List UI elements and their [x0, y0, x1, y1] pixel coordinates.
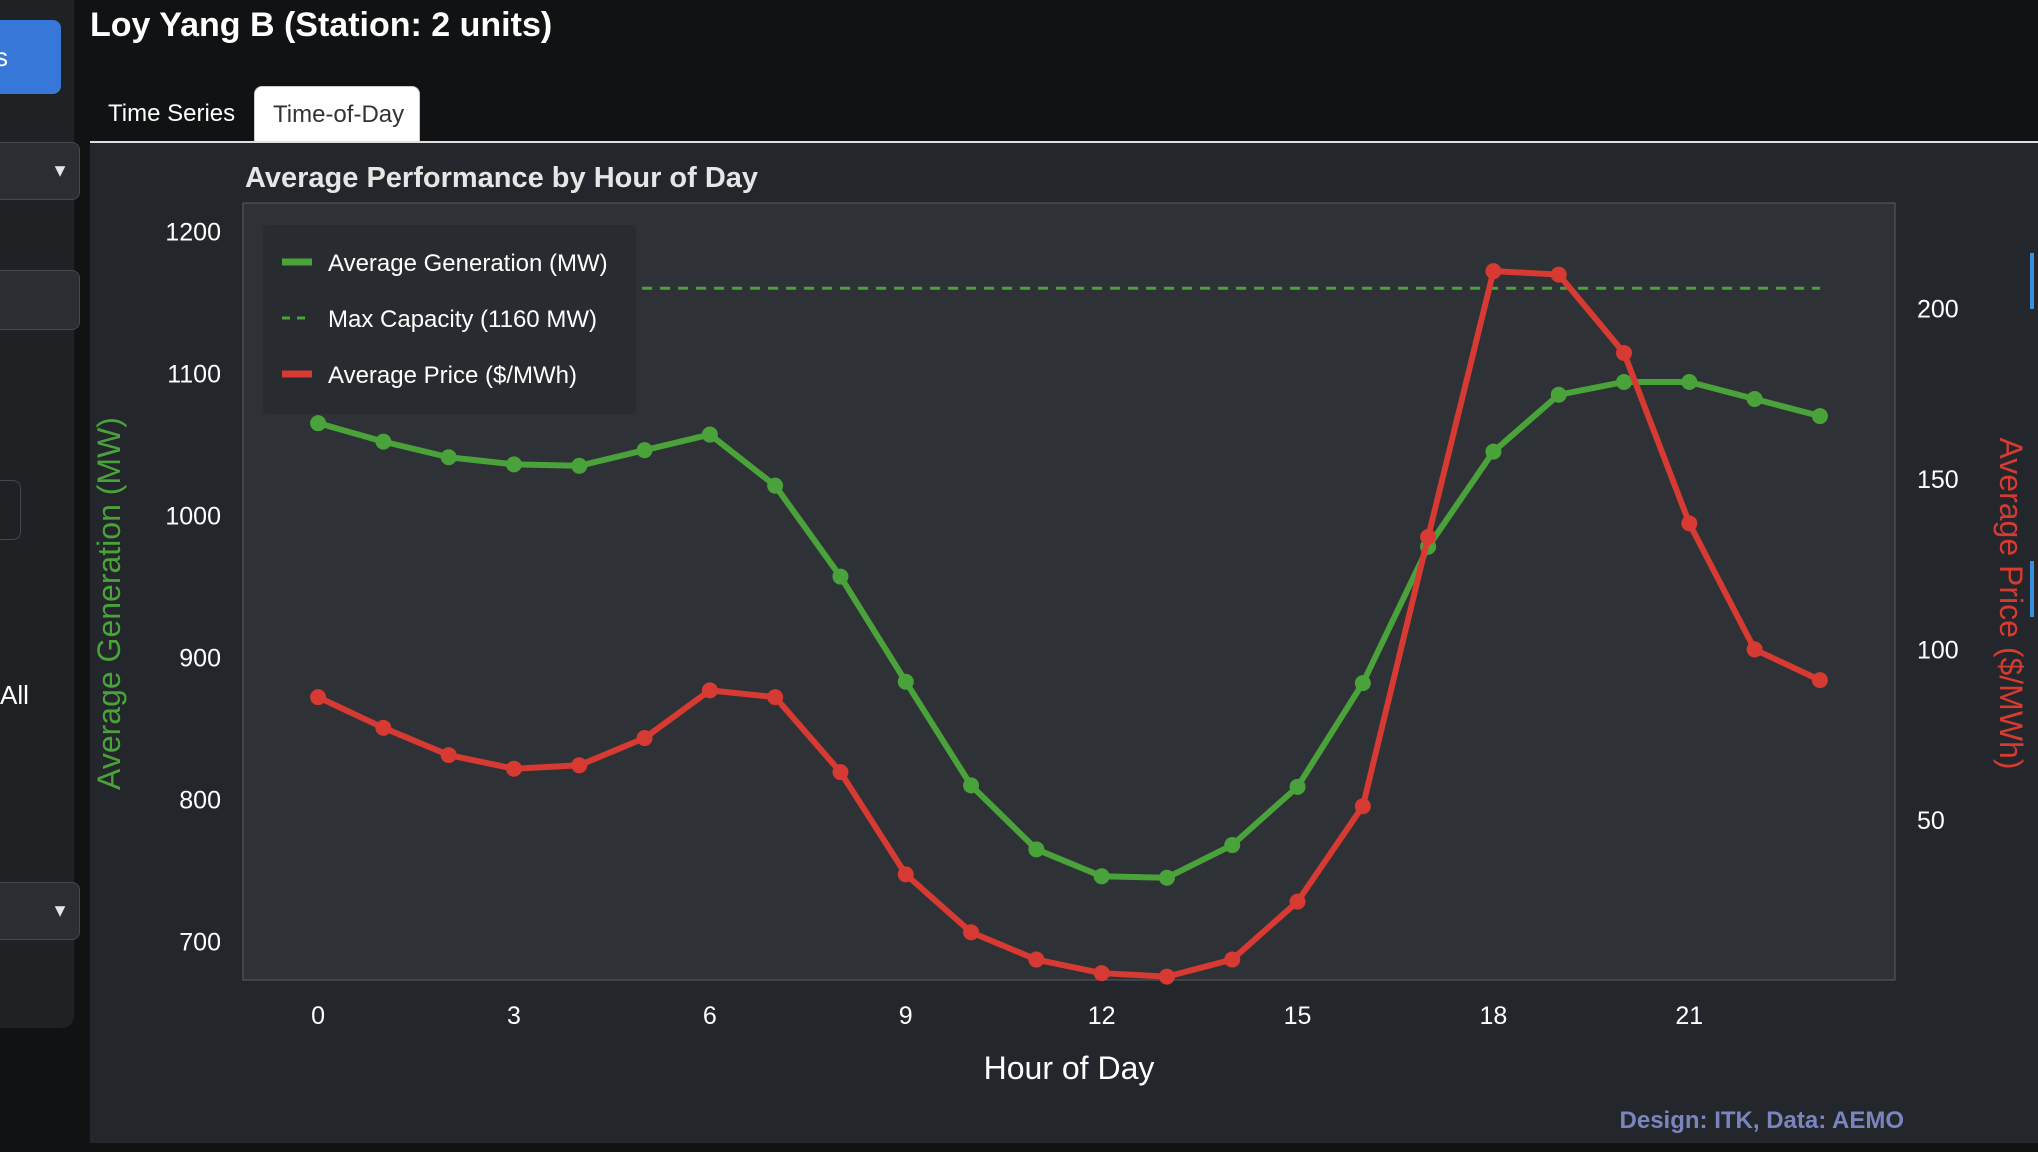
chevron-down-icon: ▼	[51, 160, 69, 181]
generation-series-point	[701, 426, 718, 443]
generation-series-point	[1550, 386, 1567, 403]
generation-series-point	[636, 442, 653, 459]
x-axis-label: Hour of Day	[984, 1050, 1155, 1086]
generation-series-point	[1224, 837, 1241, 854]
generation-series-point	[767, 477, 784, 494]
generation-series-point	[1746, 391, 1763, 408]
price-series-point	[1420, 528, 1437, 545]
x-tick-label: 0	[311, 1002, 325, 1030]
price-series-point	[571, 757, 588, 774]
x-tick-label: 3	[507, 1002, 521, 1030]
price-series-point	[1485, 263, 1502, 280]
sidebar-select-1[interactable]: ▼	[0, 142, 80, 200]
generation-series-point	[1289, 778, 1306, 795]
generation-series-point	[963, 777, 980, 794]
price-series-point	[1158, 968, 1175, 985]
x-tick-label: 15	[1284, 1002, 1312, 1030]
generation-series-point	[1616, 373, 1633, 390]
generation-series-point	[1354, 675, 1371, 692]
generation-series-point	[1093, 868, 1110, 885]
y-right-tick-label: 200	[1917, 296, 1959, 324]
y-left-tick-label: 1000	[165, 503, 221, 531]
generation-series-point	[440, 449, 457, 466]
tab-time-series[interactable]: Time Series	[108, 100, 236, 127]
generation-series-point	[1485, 443, 1502, 460]
x-tick-label: 18	[1480, 1002, 1508, 1030]
chart-legend: Average Generation (MW) Max Capacity (116…	[263, 225, 636, 414]
price-series-point	[1289, 893, 1306, 910]
footer-credit: Design: ITK, Data: AEMO	[1620, 1107, 1904, 1134]
generation-series-point	[1681, 373, 1698, 390]
price-series-point	[505, 760, 522, 777]
price-series-point	[1354, 798, 1371, 815]
y-right-tick-label: 150	[1917, 466, 1959, 494]
sidebar-primary-button[interactable]: s	[0, 20, 61, 94]
price-series-point	[963, 924, 980, 941]
price-series-point	[1811, 672, 1828, 689]
price-series-point	[440, 747, 457, 764]
page-title: Loy Yang B (Station: 2 units)	[90, 6, 553, 44]
y-right-tick-label: 100	[1917, 636, 1959, 664]
price-series-point	[701, 682, 718, 699]
chart-panel: Average Performance by Hour of Day 700 800…	[90, 143, 2038, 1143]
sidebar-input[interactable]	[0, 270, 80, 330]
generation-series-point	[310, 415, 327, 432]
price-series-point	[310, 689, 327, 706]
generation-series-point	[1158, 869, 1175, 886]
price-series-point	[832, 764, 849, 781]
chevron-down-icon: ▼	[51, 900, 69, 921]
price-series-point	[1224, 951, 1241, 968]
y-left-tick-label: 1200	[165, 218, 221, 246]
generation-series-point	[1028, 841, 1045, 858]
legend-label: Max Capacity (1160 MW)	[328, 306, 597, 333]
y-left-tick-label: 1100	[167, 360, 221, 388]
price-series-point	[1746, 641, 1763, 658]
legend-label: Average Generation (MW)	[328, 250, 608, 277]
price-series-point	[375, 719, 392, 736]
price-series-point	[1616, 344, 1633, 361]
tab-time-of-day[interactable]: Time-of-Day	[254, 86, 420, 142]
price-series-line	[315, 268, 1823, 980]
price-series-point	[1093, 965, 1110, 982]
generation-series-point	[897, 673, 914, 690]
x-tick-label: 9	[899, 1002, 913, 1030]
chart-title: Average Performance by Hour of Day	[245, 162, 758, 194]
sidebar-option-text[interactable]: All	[0, 680, 29, 710]
scroll-marker	[2030, 253, 2034, 309]
time-of-day-chart[interactable]: Average Performance by Hour of Day 700 800…	[90, 143, 2038, 1143]
generation-series-point	[375, 433, 392, 450]
price-series-point	[1028, 951, 1045, 968]
sidebar-select-2[interactable]: ▼	[0, 882, 80, 940]
price-series-point	[1550, 266, 1567, 283]
y-left-axis-label: Average Generation (MW)	[91, 417, 127, 790]
generation-series-point	[505, 456, 522, 473]
x-tick-label: 6	[703, 1002, 717, 1030]
legend-background	[263, 225, 636, 414]
price-series-point	[767, 689, 784, 706]
generation-series-line	[315, 378, 1823, 881]
y-left-tick-label: 700	[179, 929, 221, 957]
generation-series-point	[571, 457, 588, 474]
price-series-point	[897, 866, 914, 883]
price-series-point	[1681, 515, 1698, 532]
generation-series-point	[1811, 408, 1828, 425]
sidebar-small-input[interactable]	[0, 480, 21, 540]
generation-series-point	[832, 568, 849, 585]
y-left-tick-label: 900	[179, 645, 221, 673]
x-tick-label: 21	[1675, 1002, 1703, 1030]
scroll-marker	[2030, 561, 2034, 617]
y-right-tick-label: 50	[1917, 807, 1945, 835]
y-left-tick-label: 800	[179, 787, 221, 815]
sidebar-primary-button-label: s	[0, 42, 8, 72]
tab-divider	[90, 141, 2038, 143]
price-series-point	[636, 730, 653, 747]
legend-label: Average Price ($/MWh)	[328, 362, 577, 389]
y-right-axis-label: Average Price ($/MWh)	[1993, 438, 2029, 770]
x-tick-label: 12	[1088, 1002, 1116, 1030]
